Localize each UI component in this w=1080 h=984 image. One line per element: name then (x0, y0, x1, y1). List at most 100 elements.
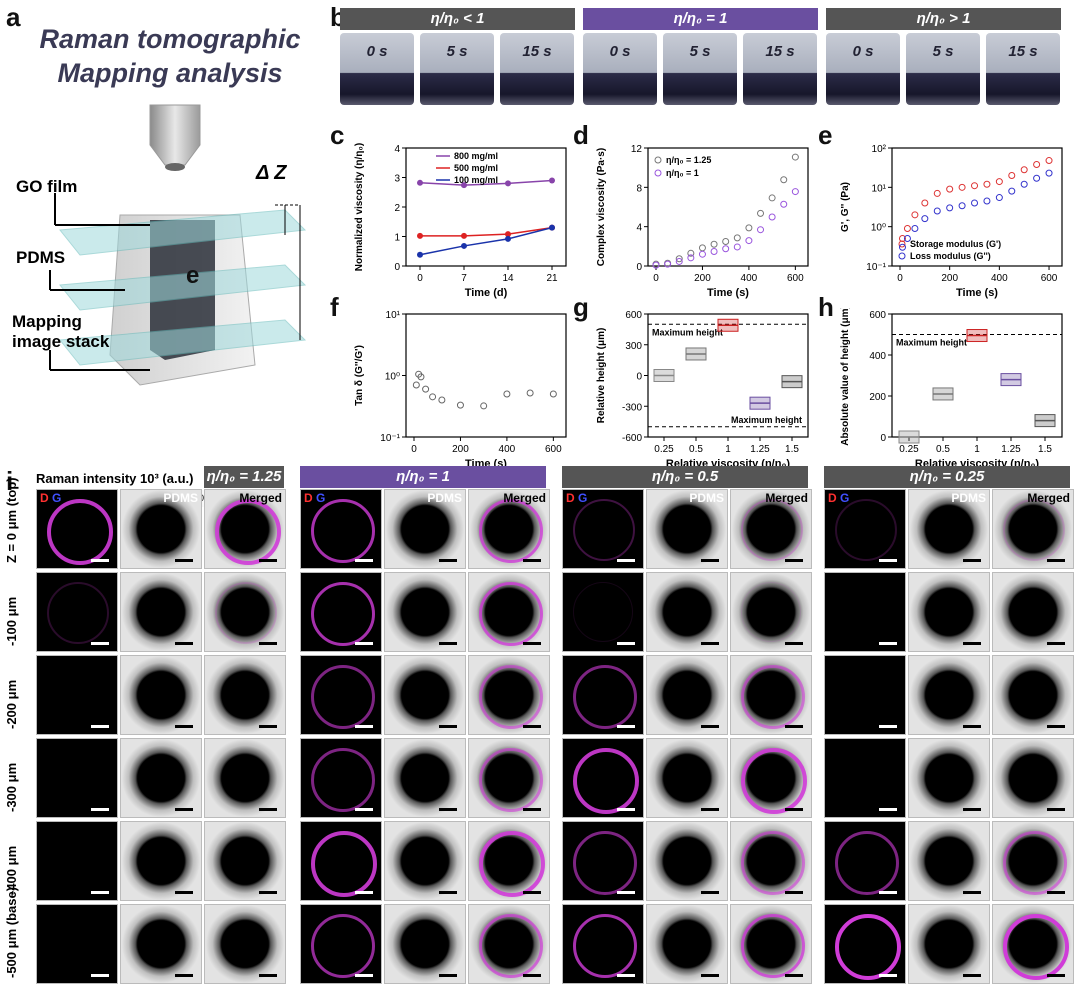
data-point (971, 182, 979, 190)
vial-photo: 5 s (906, 33, 980, 105)
tile-pdms (908, 821, 990, 901)
tile-merged (992, 738, 1074, 818)
x-axis-label: Time (s) (956, 287, 998, 299)
raman-ring (741, 582, 801, 642)
x-tick-label: 600 (545, 444, 562, 455)
vial-group-header-2: η/η₀ > 1 (826, 8, 1061, 30)
scale-bar (523, 642, 541, 645)
x-tick-label: 600 (787, 273, 804, 284)
scale-bar (701, 642, 719, 645)
label-g: G (836, 491, 850, 505)
tile-pdms (384, 655, 466, 735)
tile-merged (468, 821, 550, 901)
raman-ring (479, 499, 543, 563)
scale-bar (91, 891, 109, 894)
label-dg: D G (40, 491, 61, 505)
label-dg: D G (828, 491, 849, 505)
scale-bar (879, 559, 897, 562)
x-tick-label: 0 (653, 273, 659, 284)
panel-label-g: g (573, 292, 589, 322)
x-tick-label: 1.5 (1038, 444, 1052, 455)
y-axis-label: Complex viscosity (Pa·s) (596, 148, 607, 266)
legend-swatch (654, 156, 662, 164)
group-header-2: η/η₀ = 0.5 (562, 466, 808, 488)
vial-time-label: 0 s (609, 43, 631, 60)
y-tick-label: 10⁻¹ (866, 262, 886, 273)
y-tick-label: -600 (622, 433, 642, 444)
scale-bar (91, 808, 109, 811)
data-point (698, 244, 706, 252)
scale-bar (91, 642, 109, 645)
data-point (461, 242, 467, 249)
tile-raman (300, 655, 382, 735)
data-point (549, 224, 555, 231)
data-point (958, 183, 966, 191)
label-mapping-stack: Mapping image stack (12, 312, 109, 352)
x-tick-label: 200 (452, 444, 469, 455)
data-point (710, 240, 718, 248)
y-axis-label: Absolute value of height (μm) (840, 308, 851, 446)
raman-ring (311, 748, 375, 812)
legend-label: η/η₀ = 1 (666, 168, 699, 178)
tile-merged (730, 572, 812, 652)
tile-pdms: PDMS (908, 489, 990, 569)
tile-pdms (120, 572, 202, 652)
label-pdms: PDMS (16, 248, 66, 267)
y-tick-label: 10¹ (872, 183, 887, 194)
scale-bar (259, 725, 277, 728)
data-point (1033, 161, 1041, 169)
tile-raman (562, 821, 644, 901)
raman-ring (47, 499, 113, 565)
vial-time-label: 15 s (765, 43, 795, 60)
y-tick-label: 10¹ (386, 310, 401, 321)
data-point (417, 251, 423, 258)
scale-bar (439, 891, 457, 894)
vial-time-label: 5 s (689, 43, 711, 60)
tile-merged (730, 738, 812, 818)
tile-raman: D G (824, 489, 906, 569)
scale-bar (879, 808, 897, 811)
label-g: G (312, 491, 326, 505)
scale-bar (617, 974, 635, 977)
scale-bar (785, 974, 803, 977)
y-tick-label: -300 (622, 402, 642, 413)
scale-bar (879, 974, 897, 977)
tile-pdms (908, 738, 990, 818)
scale-bar (1047, 559, 1065, 562)
tile-merged (204, 655, 286, 735)
scale-bar (785, 642, 803, 645)
y-axis-label: Normalized viscosity (η/η₀) (354, 143, 365, 271)
tile-merged (992, 904, 1074, 984)
x-tick-label: 1 (725, 444, 731, 455)
data-point (675, 255, 683, 263)
legend-swatch (898, 252, 906, 260)
data-point (549, 390, 557, 398)
x-tick-label: 1 (974, 444, 980, 455)
tile-pdms (384, 821, 466, 901)
tile-raman: D G (36, 489, 118, 569)
data-point (733, 234, 741, 242)
x-tick-label: 0 (417, 273, 423, 284)
raman-ring (835, 831, 899, 895)
x-tick-label: 200 (694, 273, 711, 284)
chart-d: 0 4 8 12 0 200 400 600 Time (s) Complex viscosity… (596, 144, 809, 299)
data-point (791, 188, 799, 196)
tile-pdms (908, 655, 990, 735)
y-tick-label: 3 (394, 174, 400, 185)
label-merged: Merged (1027, 491, 1070, 505)
scale-bar (439, 725, 457, 728)
y-tick-label: 0 (636, 262, 642, 273)
data-point (722, 237, 730, 245)
tile-merged (204, 572, 286, 652)
scale-bar (701, 891, 719, 894)
data-point (780, 176, 788, 184)
raman-ring (573, 499, 635, 561)
data-point (687, 254, 695, 262)
tile-merged (992, 572, 1074, 652)
scale-bar (355, 891, 373, 894)
label-pdms: PDMS (689, 491, 724, 505)
scale-bar (617, 808, 635, 811)
raman-ring (741, 748, 807, 814)
data-point (505, 180, 511, 187)
scale-bar (259, 642, 277, 645)
